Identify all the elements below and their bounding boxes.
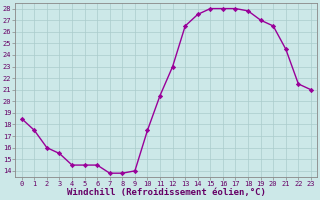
X-axis label: Windchill (Refroidissement éolien,°C): Windchill (Refroidissement éolien,°C)	[67, 188, 266, 197]
